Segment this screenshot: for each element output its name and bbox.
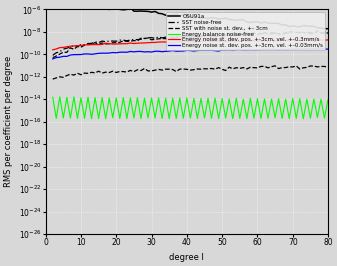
Energy noise st. dev. pos. +-3cm, vel. +-0.03mm/s	[160, 50, 164, 53]
Energy noise st. dev. pos. +-3cm, vel. +-0.3mm/s	[118, 42, 122, 45]
X-axis label: degree l: degree l	[170, 253, 204, 262]
Energy noise st. dev. pos. +-3cm, vel. +-0.3mm/s	[160, 40, 164, 44]
Line: SST noise-free: SST noise-free	[53, 31, 328, 55]
Energy noise st. dev. pos. +-3cm, vel. +-0.3mm/s	[210, 40, 214, 43]
SST with noise st. dev., +- 3cm	[125, 40, 129, 43]
OSU91a	[255, 20, 259, 23]
Energy balance noise-free	[213, 97, 217, 100]
Energy noise st. dev. pos. +-3cm, vel. +-0.3mm/s	[125, 42, 129, 45]
SST noise-free	[51, 54, 55, 57]
SST noise-free	[125, 39, 129, 42]
SST with noise st. dev., +- 3cm	[160, 37, 164, 40]
Line: Energy noise st. dev. pos. +-3cm, vel. +-0.3mm/s: Energy noise st. dev. pos. +-3cm, vel. +…	[53, 40, 328, 50]
OSU91a	[51, 1, 55, 4]
Line: OSU91a: OSU91a	[53, 2, 328, 29]
SST with noise st. dev., +- 3cm	[164, 37, 168, 40]
OSU91a	[167, 14, 171, 17]
SST with noise st. dev., +- 3cm	[118, 41, 122, 44]
Energy noise st. dev. pos. +-3cm, vel. +-0.03mm/s	[164, 50, 168, 53]
Energy balance noise-free	[167, 117, 171, 120]
Energy noise st. dev. pos. +-3cm, vel. +-0.3mm/s	[326, 38, 330, 41]
Energy balance noise-free	[326, 98, 330, 101]
OSU91a	[65, 1, 69, 4]
Energy balance noise-free	[58, 95, 62, 98]
SST with noise st. dev., +- 3cm	[326, 31, 330, 34]
Energy noise st. dev. pos. +-3cm, vel. +-0.03mm/s	[125, 51, 129, 54]
SST with noise st. dev., +- 3cm	[252, 31, 256, 34]
Energy balance noise-free	[164, 97, 168, 100]
Energy balance noise-free	[301, 117, 305, 120]
SST noise-free	[326, 30, 330, 33]
SST with noise st. dev., +- 3cm	[51, 56, 55, 59]
SST with noise st. dev., +- 3cm	[315, 29, 319, 32]
Energy noise st. dev. pos. +-3cm, vel. +-0.3mm/s	[51, 48, 55, 51]
Energy noise st. dev. pos. +-3cm, vel. +-0.03mm/s	[252, 48, 256, 52]
Line: Energy balance noise-free: Energy balance noise-free	[53, 97, 328, 119]
Energy balance noise-free	[128, 96, 132, 99]
Energy noise st. dev. pos. +-3cm, vel. +-0.03mm/s	[118, 51, 122, 54]
OSU91a	[121, 8, 125, 11]
SST noise-free	[210, 34, 214, 37]
Line: SST with noise st. dev., +- 3cm: SST with noise st. dev., +- 3cm	[53, 31, 328, 58]
Energy noise st. dev. pos. +-3cm, vel. +-0.03mm/s	[210, 49, 214, 52]
Energy balance noise-free	[121, 96, 125, 99]
Energy noise st. dev. pos. +-3cm, vel. +-0.3mm/s	[252, 39, 256, 42]
SST noise-free	[118, 39, 122, 42]
Energy balance noise-free	[51, 95, 55, 99]
Energy balance noise-free	[255, 97, 259, 100]
SST noise-free	[252, 32, 256, 35]
Y-axis label: RMS per coefficient per degree: RMS per coefficient per degree	[4, 56, 13, 187]
SST noise-free	[160, 36, 164, 40]
OSU91a	[164, 14, 168, 17]
Legend: OSU91a, SST noise-free, SST with noise st. dev., +- 3cm, Energy balance noise-fr: OSU91a, SST noise-free, SST with noise s…	[166, 12, 325, 50]
Line: Energy noise st. dev. pos. +-3cm, vel. +-0.03mm/s: Energy noise st. dev. pos. +-3cm, vel. +…	[53, 49, 328, 59]
Energy noise st. dev. pos. +-3cm, vel. +-0.03mm/s	[326, 48, 330, 51]
OSU91a	[326, 27, 330, 30]
OSU91a	[128, 6, 132, 9]
Energy noise st. dev. pos. +-3cm, vel. +-0.03mm/s	[51, 57, 55, 61]
SST with noise st. dev., +- 3cm	[210, 35, 214, 38]
Energy noise st. dev. pos. +-3cm, vel. +-0.03mm/s	[319, 47, 323, 50]
SST noise-free	[164, 36, 168, 39]
Energy noise st. dev. pos. +-3cm, vel. +-0.3mm/s	[164, 40, 168, 44]
OSU91a	[213, 16, 217, 19]
